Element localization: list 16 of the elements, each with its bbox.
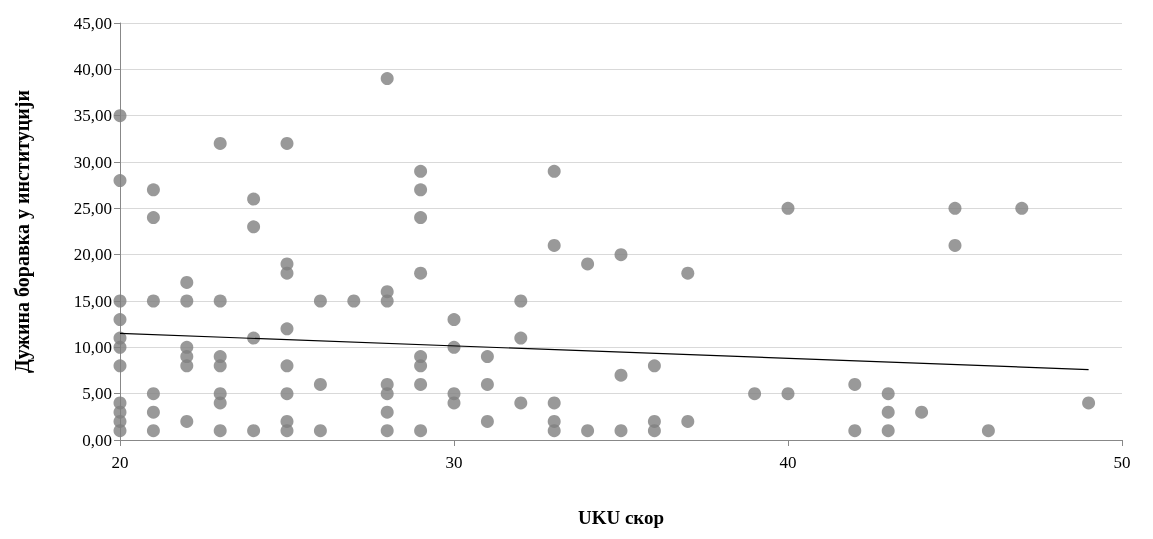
x-tick-label: 50 — [1113, 453, 1131, 472]
y-axis-title: Дужина боравка у институцији — [11, 90, 34, 373]
x-axis-title: UKU скор — [577, 507, 665, 528]
y-tick-label: 20,00 — [73, 245, 112, 265]
y-tick-label: 15,00 — [73, 291, 112, 311]
y-tick-label: 40,00 — [73, 59, 112, 79]
y-tick-label: 25,00 — [73, 198, 112, 218]
y-tick-label: 45,00 — [73, 13, 112, 33]
x-tick-label: 40 — [779, 453, 797, 472]
y-tick-label: 10,00 — [73, 337, 112, 357]
y-tick-label: 30,00 — [73, 152, 112, 172]
y-tick-label: 35,00 — [73, 106, 112, 126]
y-tick-label: 0,00 — [82, 430, 112, 450]
x-tick-label: 30 — [445, 453, 463, 472]
x-tick-label: 20 — [111, 453, 129, 472]
y-tick-label: 5,00 — [82, 384, 112, 404]
